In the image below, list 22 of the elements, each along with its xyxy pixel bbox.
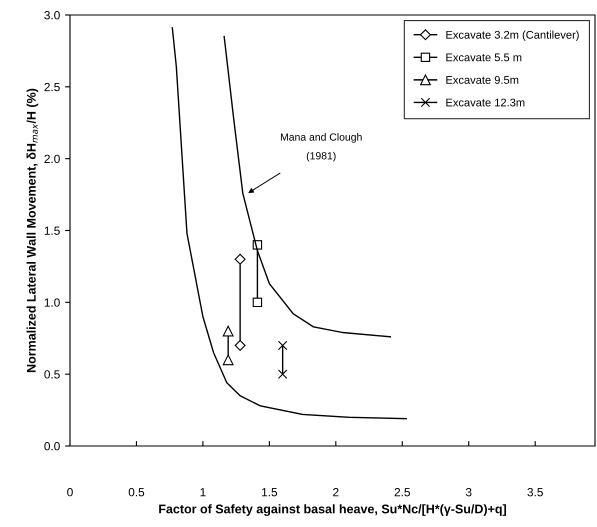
y-tick-label: 0.0 — [44, 442, 60, 450]
y-tick-label: 2.5 — [44, 82, 60, 92]
y-tick-label: 1.5 — [44, 226, 60, 235]
x-tick-label: 0 — [67, 488, 73, 496]
y-tick-label: 1.0 — [44, 298, 60, 307]
legend-label: Excavate 12.3m — [446, 98, 524, 106]
annotation: Mana and Clough (1981) — [280, 133, 362, 162]
x-tick-label: 3 — [466, 488, 472, 496]
x-tick-label: 1.5 — [262, 488, 278, 496]
x-axis-title: Factor of Safety against basal heave, Su*Nc/[H*(γ-Su/D)+q] — [159, 504, 506, 516]
x-tick-label: 0.5 — [128, 488, 144, 496]
legend-label: Excavate 3.2m (Cantilever) — [446, 30, 579, 41]
legend-label: Excavate 9.5m — [446, 76, 518, 84]
x-tick-label: 2 — [333, 488, 339, 496]
y-tick-label: 0.5 — [44, 370, 60, 379]
y-axis-title: Normalized Lateral Wall Movement, δH$_{max}$/H (%) — [26, 88, 38, 372]
x-tick-label: 3.5 — [527, 488, 543, 496]
x-tick-label: 2.5 — [394, 488, 410, 496]
y-tick-label: 2.0 — [44, 154, 60, 164]
x-tick-label: 1 — [200, 488, 206, 496]
legend-label: Excavate 5.5 m — [446, 54, 522, 62]
y-tick-label: 3.0 — [44, 11, 60, 20]
